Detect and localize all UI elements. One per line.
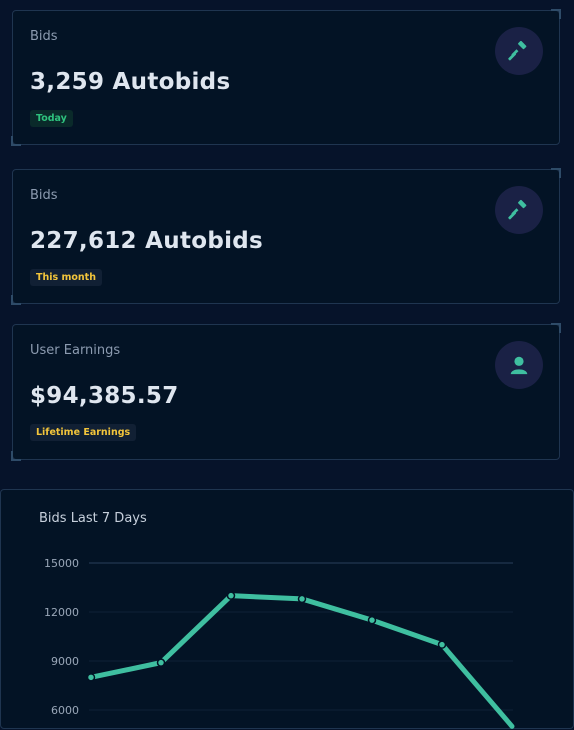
stat-value: $94,385.57 <box>30 383 179 409</box>
bids-chart-card: Bids Last 7 Days 15000 12000 9000 6000 <box>0 489 574 729</box>
y-tick-label: 12000 <box>44 606 79 619</box>
data-point[interactable] <box>156 658 166 667</box>
stat-card-bids-today: Bids 3,259 Autobids Today <box>11 9 561 146</box>
data-point[interactable] <box>86 673 96 682</box>
period-badge: This month <box>30 269 102 286</box>
data-point[interactable] <box>367 615 377 625</box>
stat-label: Bids <box>30 29 58 44</box>
data-point[interactable] <box>226 591 236 600</box>
y-tick-label: 15000 <box>44 557 79 570</box>
user-icon <box>495 341 543 389</box>
stat-card-user-earnings: User Earnings $94,385.57 Lifetime Earnin… <box>11 323 561 461</box>
stat-label: Bids <box>30 188 58 203</box>
stat-value: 227,612 Autobids <box>30 228 264 254</box>
y-tick-label: 6000 <box>51 704 79 717</box>
gavel-icon <box>495 27 543 75</box>
period-badge: Lifetime Earnings <box>30 424 137 441</box>
line-chart: 15000 12000 9000 6000 <box>44 557 515 729</box>
stat-value: 3,259 Autobids <box>30 69 231 95</box>
stat-label: User Earnings <box>30 343 121 358</box>
gavel-icon <box>495 186 543 234</box>
data-point[interactable] <box>437 640 447 649</box>
data-point[interactable] <box>297 594 307 604</box>
period-badge: Today <box>30 110 73 127</box>
stat-card-bids-month: Bids 227,612 Autobids This month <box>11 168 561 305</box>
y-tick-label: 9000 <box>51 655 79 668</box>
chart-title: Bids Last 7 Days <box>39 511 147 526</box>
